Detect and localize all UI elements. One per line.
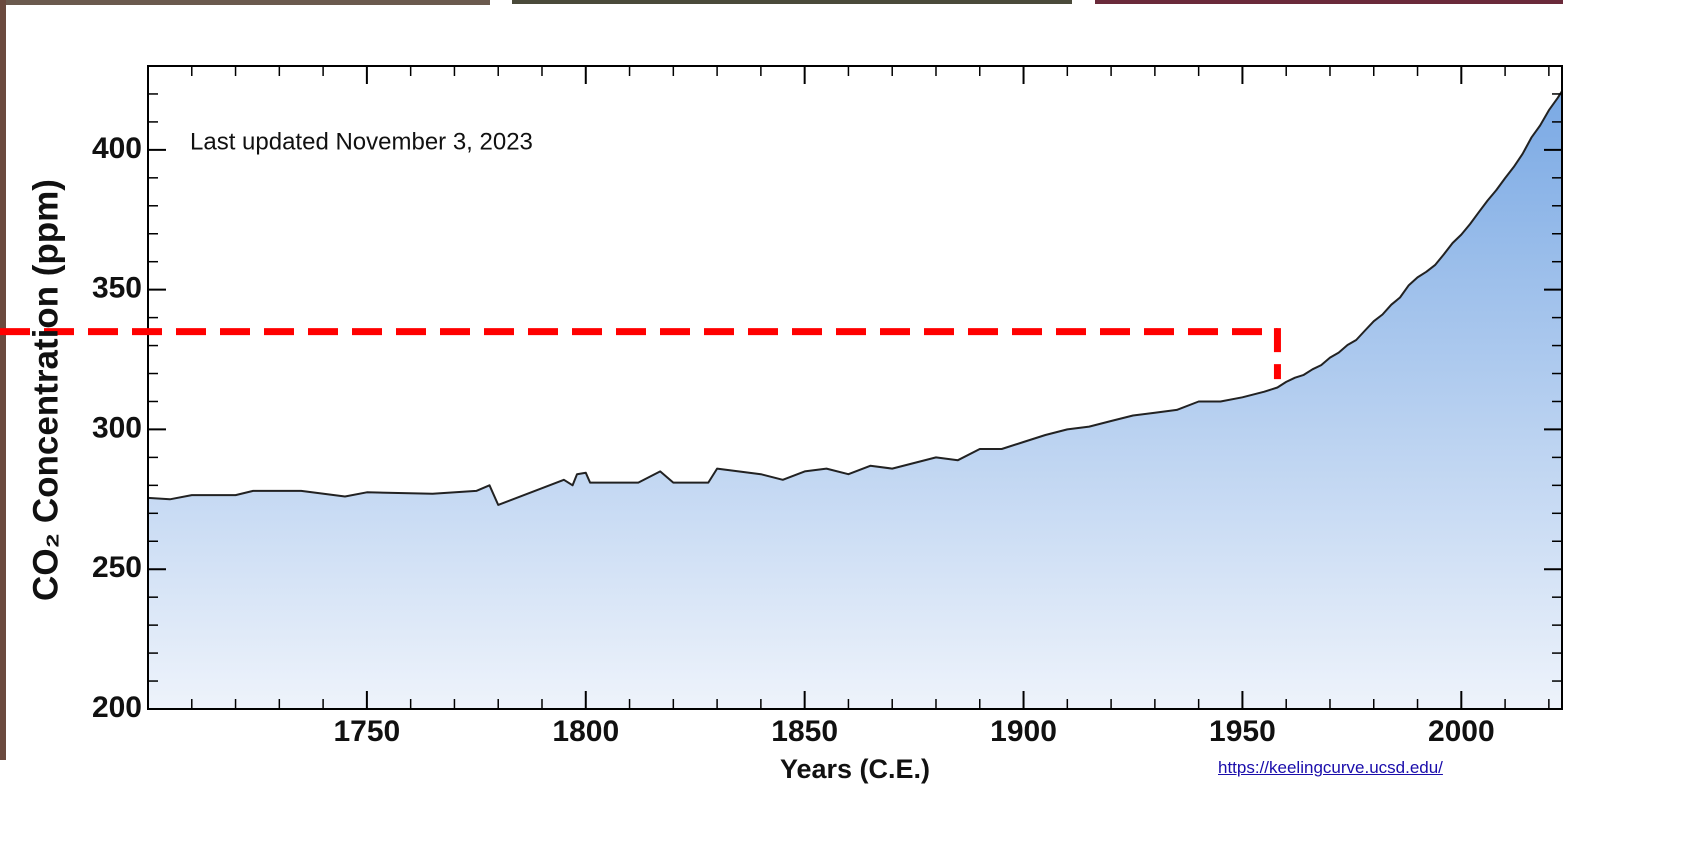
annotation: Last updated November 3, 2023 xyxy=(190,128,533,155)
area-fill xyxy=(148,91,1562,709)
x-tick-label: 1750 xyxy=(334,715,401,748)
source-link[interactable]: https://keelingcurve.ucsd.edu/ xyxy=(1218,758,1443,778)
x-axis-label: Years (C.E.) xyxy=(780,754,930,784)
chart: 1750 1800 1850 1900 1950 2000 200 250 300 350 400 L… xyxy=(0,0,1704,863)
y-tick-label: 300 xyxy=(92,411,142,444)
y-axis-label: CO₂ Concentration (ppm) xyxy=(26,179,65,601)
x-tick-label: 1900 xyxy=(990,715,1057,748)
y-tick-label: 350 xyxy=(92,272,142,305)
y-tick-label: 250 xyxy=(92,551,142,584)
x-tick-label: 2000 xyxy=(1428,715,1495,748)
y-tick-label: 200 xyxy=(92,691,142,724)
x-tick-label: 1950 xyxy=(1209,715,1276,748)
y-tick-label: 400 xyxy=(92,132,142,165)
x-tick-label: 1800 xyxy=(552,715,619,748)
page: {"chart_data": { "type": "area", "y_labe… xyxy=(0,0,1704,863)
x-tick-label: 1850 xyxy=(771,715,838,748)
